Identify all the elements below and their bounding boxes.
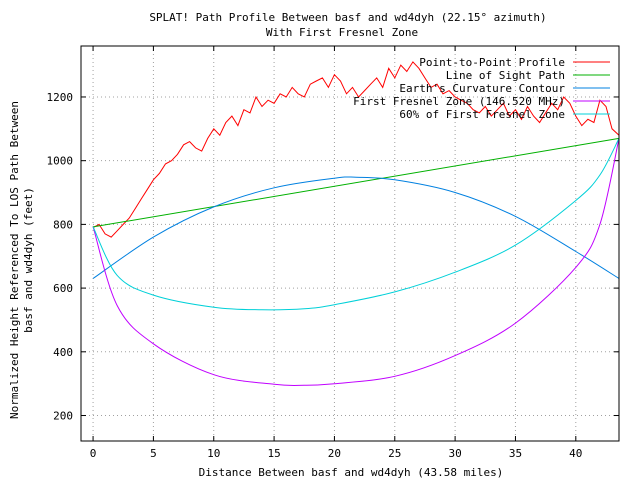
y-tick-label: 800	[53, 218, 73, 231]
data-series	[92, 61, 620, 387]
y-tick-label: 200	[53, 410, 73, 423]
legend-label-fresnel60: 60% of First Fresnel Zone	[399, 108, 565, 121]
y-tick-label: 400	[53, 346, 73, 359]
legend-label-profile: Point-to-Point Profile	[419, 56, 565, 69]
series-line-fresnel60	[92, 138, 620, 311]
legend-label-fresnel: First Fresnel Zone (146.520 MHz)	[353, 95, 565, 108]
grid-lines	[81, 46, 619, 441]
chart-title: SPLAT! Path Profile Between basf and wd4…	[149, 11, 546, 24]
x-tick-label: 30	[448, 447, 461, 460]
y-tick-label: 600	[53, 282, 73, 295]
series-line-earth	[92, 176, 620, 279]
x-tick-label: 25	[388, 447, 401, 460]
x-tick-label: 15	[267, 447, 280, 460]
x-tick-label: 40	[569, 447, 582, 460]
x-tick-label: 35	[509, 447, 522, 460]
plot-frame	[80, 45, 620, 442]
chart-subtitle: With First Fresnel Zone	[266, 26, 418, 39]
x-tick-label: 20	[328, 447, 341, 460]
legend-label-earth: Earth's Curvature Contour	[399, 82, 565, 95]
x-tick-label: 5	[150, 447, 157, 460]
y-tick-label: 1000	[47, 155, 74, 168]
series-line-profile	[92, 61, 620, 238]
x-axis-label: Distance Between basf and wd4dyh (43.58 …	[199, 466, 504, 479]
y-axis-label-line2: basf and wd4dyh (feet)	[22, 187, 35, 333]
x-tick-label: 10	[207, 447, 220, 460]
axis-ticks: 0 5 10 15 20 25 30 35 40 200 400 600 800 1000 1200	[47, 46, 619, 460]
y-tick-label: 1200	[47, 91, 74, 104]
x-tick-label: 0	[90, 447, 97, 460]
series-line-los	[93, 137, 620, 228]
legend-label-los: Line of Sight Path	[446, 69, 565, 82]
y-axis-label-line1: Normalized Height Referenced To LOS Path…	[8, 101, 21, 419]
series-line-fresnel	[92, 138, 620, 387]
